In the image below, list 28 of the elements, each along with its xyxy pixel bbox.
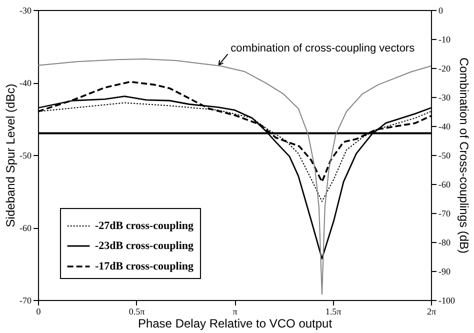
y2-tick-label: -40 [438, 122, 451, 132]
y2-tick-label: -30 [438, 92, 451, 102]
y2-tick-label: -90 [438, 266, 451, 276]
y2-tick-label: -80 [438, 238, 451, 248]
y-tick-label: -70 [20, 296, 32, 306]
x-tick-label: 0 [36, 306, 42, 316]
y-tick-label: -40 [20, 78, 32, 88]
x-axis-title: Phase Delay Relative to VCO output [138, 316, 333, 330]
annotation: combination of cross-coupling vectors [230, 42, 416, 54]
y2-tick-label: -50 [438, 150, 451, 160]
y2-tick-label: -70 [438, 208, 451, 218]
y2-tick-label: 0 [438, 6, 444, 16]
y2-tick-label: -10 [438, 34, 451, 44]
y-tick-label: -60 [20, 223, 32, 233]
legend-label: -23dB cross-coupling [95, 240, 194, 252]
x-tick-label: 0.5π [128, 306, 146, 316]
x-tick-label: 2π [426, 306, 436, 316]
y2-tick-label: -100 [438, 296, 456, 306]
y-tick-label: -50 [20, 150, 32, 160]
y2-tick-label: -60 [438, 180, 451, 190]
y2-axis-title: Combination of Cross-couplings (dB) [456, 57, 471, 254]
x-tick-label: 1.5π [325, 306, 342, 316]
legend-label: -17dB cross-coupling [95, 260, 194, 272]
x-tick-label: π [232, 306, 238, 316]
y2-tick-label: -20 [438, 64, 451, 74]
y-tick-label: -30 [20, 6, 32, 16]
legend-label: -27dB cross-coupling [95, 220, 194, 232]
y-axis-title: Sideband Spur Level (dBc) [4, 84, 18, 228]
